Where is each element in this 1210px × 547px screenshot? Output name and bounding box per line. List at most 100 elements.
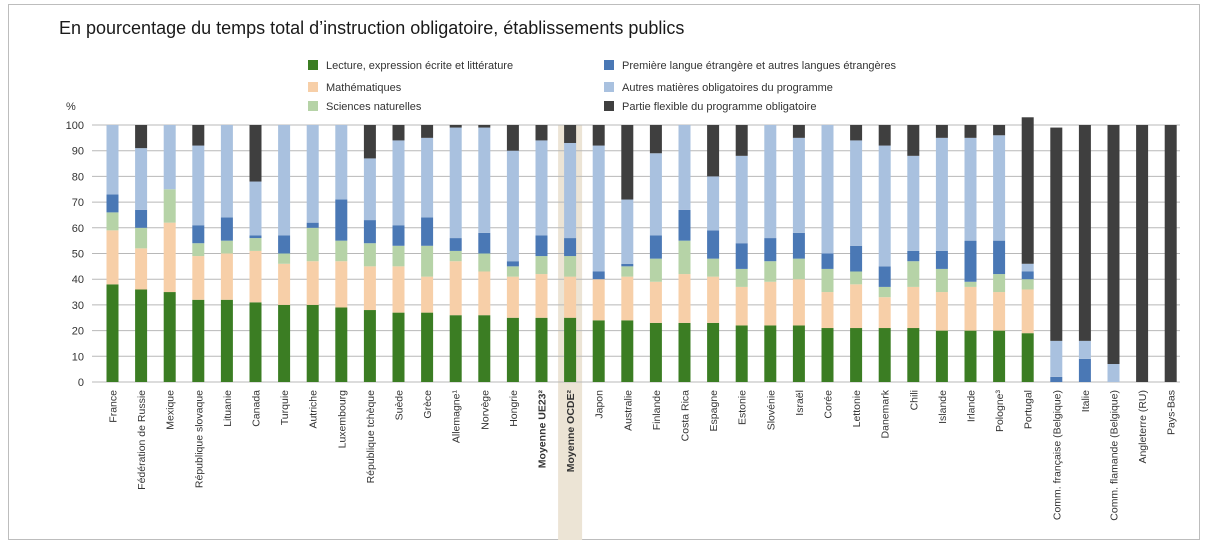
category-label: Australie xyxy=(622,390,634,431)
bar-segment xyxy=(879,146,891,267)
bar-segment xyxy=(850,140,862,245)
bar-segment xyxy=(250,182,262,236)
y-tick-label: 60 xyxy=(72,223,84,235)
y-tick-label: 50 xyxy=(72,249,84,261)
category-label: Japon xyxy=(594,390,606,419)
bar-segment xyxy=(593,271,605,279)
bar-segment xyxy=(936,269,948,292)
category-label: Estonie xyxy=(737,390,749,425)
category-label: Mexique xyxy=(165,390,177,430)
bar-segment xyxy=(907,251,919,261)
bar-segment xyxy=(250,236,262,239)
bar-segment xyxy=(421,125,433,138)
bar-segment xyxy=(1022,279,1034,289)
bar-segment xyxy=(965,331,977,382)
bar-segment xyxy=(107,212,119,230)
bar-segment xyxy=(736,125,748,156)
bar-segment xyxy=(507,261,519,266)
bar-segment xyxy=(993,241,1005,274)
legend-label: Partie flexible du programme obligatoire xyxy=(622,101,816,113)
bar-segment xyxy=(993,125,1005,135)
bar-segment xyxy=(793,138,805,233)
category-label: Allemagne¹ xyxy=(451,390,463,444)
bar-segment xyxy=(221,241,233,254)
bar-segment xyxy=(478,233,490,254)
bar-segment xyxy=(335,261,347,307)
bar-segment xyxy=(936,292,948,331)
y-tick-label: 100 xyxy=(66,120,84,132)
category-label: Fédération de Russie xyxy=(136,390,148,490)
bar-segment xyxy=(822,254,834,269)
bar-segment xyxy=(564,143,576,238)
bar-segment xyxy=(1079,341,1091,359)
bar-segment xyxy=(192,243,204,256)
bar-segment xyxy=(936,138,948,251)
category-label: Danemark xyxy=(880,389,892,438)
bar-segment xyxy=(650,153,662,235)
legend-label: Sciences naturelles xyxy=(326,101,422,113)
bar-segment xyxy=(393,125,405,140)
bar-segment xyxy=(593,279,605,320)
y-tick-label: 90 xyxy=(72,146,84,158)
bar-segment xyxy=(192,125,204,146)
bar-segment xyxy=(564,277,576,318)
category-label: Pologne³ xyxy=(994,389,1006,432)
y-tick-label: 40 xyxy=(72,274,84,286)
bar-segment xyxy=(192,300,204,382)
category-label: Moyenne UE23² xyxy=(537,389,549,468)
bar-segment xyxy=(135,125,147,148)
legend-label: Mathématiques xyxy=(326,82,402,94)
bar-segment xyxy=(335,200,347,241)
bar-segment xyxy=(221,254,233,300)
bar-segment xyxy=(965,125,977,138)
legend-swatch xyxy=(604,101,614,111)
bar-segment xyxy=(850,271,862,284)
bar-segment xyxy=(936,331,948,382)
bar-segment xyxy=(364,158,376,220)
bar-segment xyxy=(793,125,805,138)
bar-segment xyxy=(650,323,662,382)
legend-swatch xyxy=(308,101,318,111)
bar-segment xyxy=(307,261,319,305)
bar-segment xyxy=(936,125,948,138)
category-label: Chili xyxy=(908,390,920,410)
bar-segment xyxy=(621,264,633,267)
bar-segment xyxy=(278,125,290,236)
y-tick-label: 70 xyxy=(72,197,84,209)
bar-segment xyxy=(621,200,633,264)
bar-segment xyxy=(164,189,176,222)
bar-segment xyxy=(307,125,319,223)
bar-segment xyxy=(593,320,605,382)
bar-segment xyxy=(707,230,719,258)
y-axis-label: % xyxy=(66,101,76,113)
bar-segment xyxy=(421,138,433,218)
bar-segment xyxy=(564,318,576,382)
bar-segment xyxy=(907,328,919,382)
bar-segment xyxy=(335,125,347,200)
legend-label: Autres matières obligatoires du programm… xyxy=(622,82,833,94)
bar-segment xyxy=(192,146,204,226)
legend-label: Lecture, expression écrite et littératur… xyxy=(326,60,513,72)
bar-segment xyxy=(1022,333,1034,382)
bar-segment xyxy=(478,271,490,315)
legend-swatch xyxy=(604,82,614,92)
y-tick-label: 10 xyxy=(72,351,84,363)
bar-segment xyxy=(764,261,776,282)
bar-segment xyxy=(536,125,548,140)
bar-segment xyxy=(1050,128,1062,341)
bar-segment xyxy=(993,274,1005,292)
bar-segment xyxy=(650,236,662,259)
bar-segment xyxy=(278,264,290,305)
category-label: Comm. française (Belgique) xyxy=(1051,390,1063,520)
bar-segment xyxy=(764,325,776,382)
bar-segment xyxy=(135,248,147,289)
bar-segment xyxy=(707,259,719,277)
category-label: Norvège xyxy=(479,390,491,430)
bar-segment xyxy=(593,146,605,272)
bar-segment xyxy=(764,238,776,261)
bar-segment xyxy=(879,266,891,287)
bar-segment xyxy=(507,151,519,262)
bar-segment xyxy=(621,277,633,321)
category-label: Costa Rica xyxy=(680,390,692,442)
